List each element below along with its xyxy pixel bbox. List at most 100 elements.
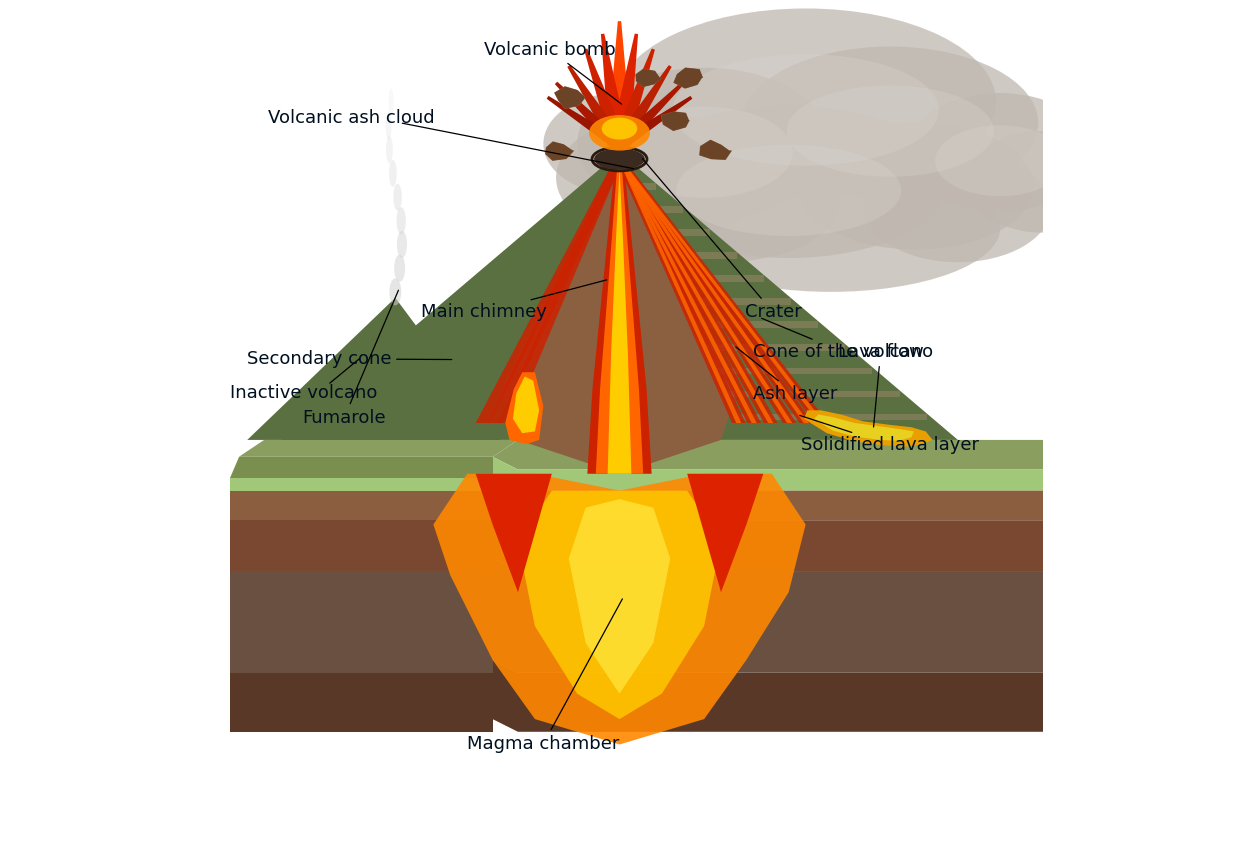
Ellipse shape	[385, 113, 392, 140]
Polygon shape	[623, 169, 829, 423]
Polygon shape	[624, 169, 792, 423]
Polygon shape	[626, 169, 809, 423]
Ellipse shape	[966, 131, 1119, 233]
Polygon shape	[648, 206, 683, 213]
Polygon shape	[623, 169, 773, 423]
Polygon shape	[596, 169, 643, 474]
Ellipse shape	[797, 123, 1035, 250]
Polygon shape	[699, 140, 732, 160]
Polygon shape	[476, 169, 618, 423]
Text: Main chimney: Main chimney	[421, 280, 607, 321]
Polygon shape	[487, 169, 618, 423]
Polygon shape	[622, 169, 797, 423]
Polygon shape	[674, 68, 703, 88]
Ellipse shape	[389, 89, 394, 116]
Polygon shape	[601, 34, 629, 147]
Polygon shape	[626, 169, 824, 423]
Text: Inactive volcano: Inactive volcano	[230, 384, 378, 403]
Polygon shape	[584, 48, 627, 148]
Polygon shape	[612, 48, 655, 148]
Polygon shape	[685, 299, 792, 305]
Polygon shape	[513, 376, 539, 433]
Polygon shape	[607, 21, 632, 146]
Ellipse shape	[602, 144, 840, 262]
Text: Cone of the volcano: Cone of the volcano	[753, 318, 933, 361]
Polygon shape	[493, 457, 1059, 491]
Polygon shape	[567, 65, 626, 150]
Polygon shape	[667, 252, 737, 259]
Polygon shape	[615, 82, 684, 151]
Ellipse shape	[595, 149, 644, 170]
Ellipse shape	[616, 8, 996, 195]
Polygon shape	[662, 112, 689, 131]
Polygon shape	[688, 474, 763, 592]
Polygon shape	[610, 34, 638, 147]
Ellipse shape	[935, 125, 1066, 196]
Polygon shape	[695, 321, 818, 328]
Polygon shape	[621, 169, 761, 423]
Ellipse shape	[396, 207, 406, 234]
Polygon shape	[636, 69, 662, 87]
Text: Ash layer: Ash layer	[736, 347, 838, 404]
Polygon shape	[613, 65, 672, 150]
Polygon shape	[636, 69, 663, 87]
Polygon shape	[501, 152, 738, 474]
Text: Magma chamber: Magma chamber	[467, 599, 622, 753]
Text: Solidified lava layer: Solidified lava layer	[800, 415, 979, 454]
Polygon shape	[230, 457, 493, 478]
Polygon shape	[555, 82, 624, 151]
Polygon shape	[621, 169, 778, 423]
Ellipse shape	[389, 160, 396, 187]
Polygon shape	[281, 152, 958, 440]
Polygon shape	[569, 499, 670, 694]
Polygon shape	[506, 372, 544, 444]
Polygon shape	[657, 229, 710, 236]
Ellipse shape	[628, 106, 949, 258]
Text: Volcanic bomb: Volcanic bomb	[484, 41, 622, 104]
Polygon shape	[230, 478, 493, 491]
Polygon shape	[434, 474, 805, 744]
Polygon shape	[493, 508, 1059, 571]
Polygon shape	[230, 571, 493, 673]
Ellipse shape	[907, 93, 1093, 212]
Polygon shape	[493, 558, 1059, 673]
Ellipse shape	[589, 115, 650, 151]
Ellipse shape	[676, 145, 901, 236]
Ellipse shape	[662, 165, 1000, 292]
Polygon shape	[804, 410, 933, 447]
Polygon shape	[638, 184, 655, 190]
Ellipse shape	[602, 118, 637, 140]
Ellipse shape	[394, 255, 405, 282]
Ellipse shape	[865, 152, 1051, 262]
Polygon shape	[732, 414, 927, 420]
Ellipse shape	[387, 136, 393, 163]
Ellipse shape	[544, 93, 695, 195]
Polygon shape	[621, 169, 746, 423]
Polygon shape	[493, 478, 1059, 520]
Text: Crater: Crater	[643, 158, 802, 321]
Polygon shape	[587, 169, 652, 474]
Polygon shape	[814, 415, 914, 441]
Polygon shape	[673, 68, 704, 89]
Polygon shape	[230, 673, 493, 732]
Ellipse shape	[787, 85, 994, 177]
Text: Secondary cone: Secondary cone	[247, 349, 452, 368]
Polygon shape	[493, 440, 1059, 470]
Polygon shape	[546, 96, 623, 151]
Ellipse shape	[393, 184, 401, 211]
Polygon shape	[493, 660, 1059, 732]
Ellipse shape	[556, 114, 767, 241]
Polygon shape	[622, 169, 813, 423]
Polygon shape	[248, 298, 501, 440]
Polygon shape	[704, 344, 845, 351]
Polygon shape	[518, 491, 721, 719]
Ellipse shape	[673, 54, 939, 166]
Text: Lava flow: Lava flow	[838, 343, 923, 427]
Polygon shape	[498, 169, 618, 423]
Ellipse shape	[577, 68, 831, 220]
Polygon shape	[675, 276, 764, 283]
Ellipse shape	[742, 47, 1038, 199]
Ellipse shape	[396, 231, 408, 258]
Polygon shape	[476, 474, 551, 592]
Polygon shape	[239, 440, 518, 457]
